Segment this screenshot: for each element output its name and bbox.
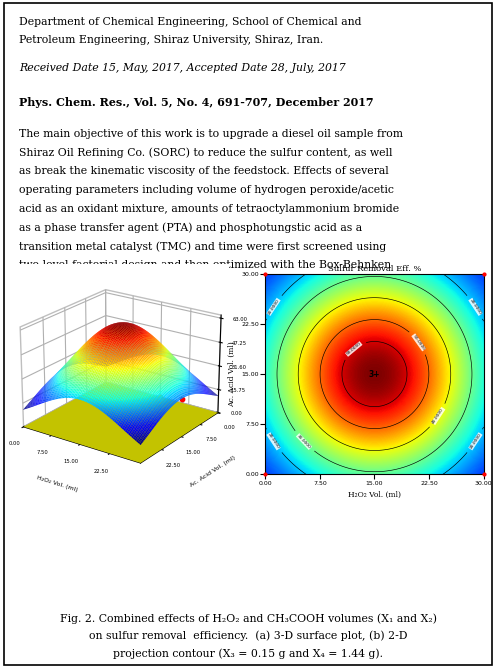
Text: transition metal catalyst (TMC) and time were first screened using: transition metal catalyst (TMC) and time…	[19, 241, 386, 252]
Text: (a): (a)	[58, 397, 76, 410]
Text: two-level factorial design and then optimized with the Box-Behnken: two-level factorial design and then opti…	[19, 260, 391, 270]
Text: scheme.: scheme.	[19, 279, 63, 289]
Text: projection contour (X₃ = 0.15 g and X₄ = 1.44 g).: projection contour (X₃ = 0.15 g and X₄ =…	[113, 648, 383, 659]
X-axis label: H₂O₂ Vol. (ml): H₂O₂ Vol. (ml)	[36, 476, 78, 493]
Text: Phys. Chem. Res., Vol. 5, No. 4, 691-707, December 2017: Phys. Chem. Res., Vol. 5, No. 4, 691-707…	[19, 97, 373, 108]
Text: The main objective of this work is to upgrade a diesel oil sample from: The main objective of this work is to up…	[19, 129, 403, 139]
Text: acid as an oxidant mixture, amounts of tetraoctylammonium bromide: acid as an oxidant mixture, amounts of t…	[19, 204, 399, 214]
Text: 3+: 3+	[369, 369, 380, 379]
Text: Petroleum Engineering, Shiraz University, Shiraz, Iran.: Petroleum Engineering, Shiraz University…	[19, 35, 323, 45]
Text: (b): (b)	[271, 397, 290, 410]
Text: on sulfur removal  efficiency.  (a) 3-D surface plot, (b) 2-D: on sulfur removal efficiency. (a) 3-D su…	[89, 631, 407, 641]
X-axis label: H₂O₂ Vol. (ml): H₂O₂ Vol. (ml)	[348, 491, 401, 499]
Text: 20.0000: 20.0000	[267, 299, 280, 315]
Text: as break the kinematic viscosity of the feedstock. Effects of several: as break the kinematic viscosity of the …	[19, 166, 388, 176]
Text: as a phase transfer agent (PTA) and phosphotungstic acid as a: as a phase transfer agent (PTA) and phos…	[19, 222, 362, 233]
Text: Shiraz Oil Refining Co. (SORC) to reduce the sulfur content, as well: Shiraz Oil Refining Co. (SORC) to reduce…	[19, 148, 392, 158]
Text: 58.0000: 58.0000	[346, 342, 362, 356]
Text: 40.0000: 40.0000	[432, 407, 445, 424]
Text: 20.0000: 20.0000	[469, 299, 482, 315]
Text: 30.0000: 30.0000	[297, 434, 311, 450]
Y-axis label: Ac. Acid Vol. (ml): Ac. Acid Vol. (ml)	[228, 341, 236, 407]
Text: operating parameters including volume of hydrogen peroxide/acetic: operating parameters including volume of…	[19, 185, 394, 195]
Text: Received Date 15, May, 2017, Accepted Date 28, July, 2017: Received Date 15, May, 2017, Accepted Da…	[19, 63, 346, 73]
Title: Sulfur Removal Eff. %: Sulfur Removal Eff. %	[328, 265, 421, 273]
Text: 20.0000: 20.0000	[267, 433, 280, 450]
Text: 20.0000: 20.0000	[469, 433, 482, 450]
Text: Fig. 2. Combined effects of H₂O₂ and CH₃COOH volumes (X₁ and X₂): Fig. 2. Combined effects of H₂O₂ and CH₃…	[60, 613, 436, 624]
Text: Department of Chemical Engineering, School of Chemical and: Department of Chemical Engineering, Scho…	[19, 17, 362, 27]
Y-axis label: Ac. Acid Vol. (ml): Ac. Acid Vol. (ml)	[189, 455, 236, 488]
Text: 50.0000: 50.0000	[412, 334, 426, 351]
